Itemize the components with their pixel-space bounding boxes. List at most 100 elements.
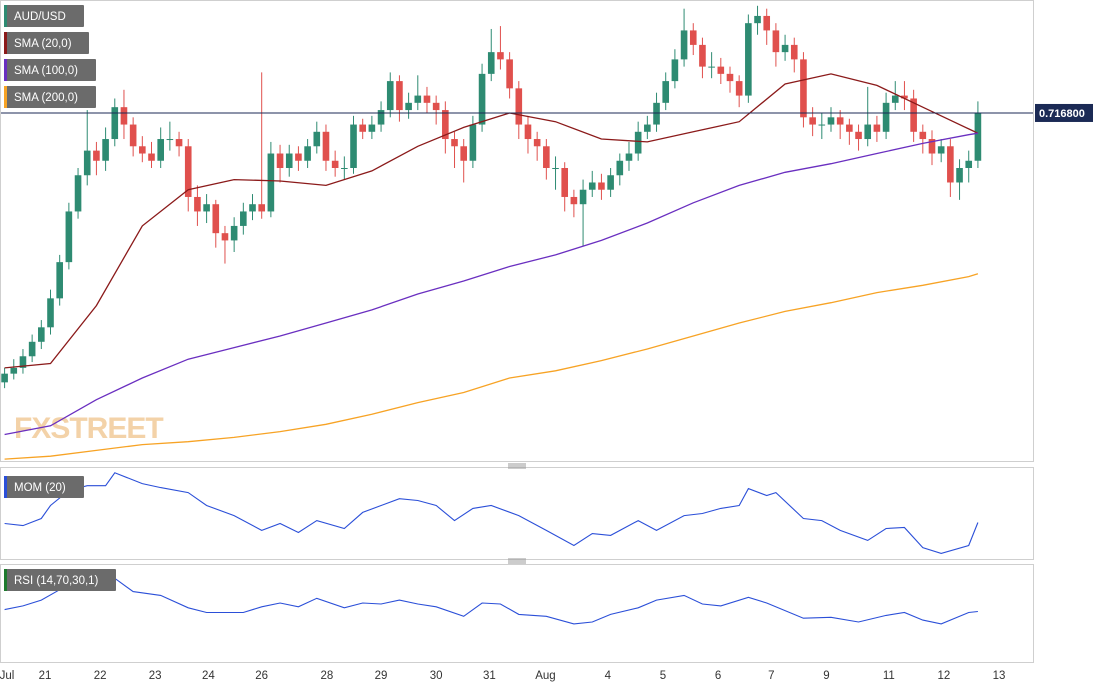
candle-body (873, 124, 881, 132)
legend-swatch (4, 5, 7, 27)
candle-body (634, 131, 642, 154)
x-tick-label: Aug (535, 670, 555, 682)
candle-body (423, 95, 431, 103)
x-tick-label: 6 (715, 670, 721, 682)
candle-body (937, 146, 945, 154)
candle-body (891, 95, 899, 103)
candle-body (267, 153, 275, 212)
candle-body (781, 44, 789, 53)
candle-body (74, 175, 82, 212)
candle-body (726, 73, 734, 82)
x-tick-label: 13 (993, 670, 1006, 682)
candle-body (662, 81, 670, 103)
candle-body (644, 124, 651, 132)
candle-body (533, 139, 541, 147)
candle-body (414, 95, 422, 103)
resize-grip[interactable] (508, 463, 526, 564)
candle-body (93, 150, 100, 161)
candle-body (184, 146, 192, 197)
legend-label: MOM (20) (14, 482, 66, 494)
candle-body (469, 124, 477, 161)
indicator-line (4, 472, 979, 554)
legend-label: SMA (200,0) (14, 92, 78, 104)
x-tick-label: Jul (0, 670, 14, 682)
candle-body (359, 124, 367, 132)
candle-body (56, 262, 63, 299)
legend-label: SMA (20,0) (14, 38, 72, 50)
candle-body (956, 168, 963, 183)
x-tick-label: 7 (768, 670, 774, 682)
candle-body (28, 341, 36, 357)
candle-body (965, 160, 973, 168)
candle-body (194, 196, 201, 212)
last-price-box (1035, 103, 1093, 122)
candle-body (304, 146, 311, 161)
indicator-line (4, 577, 978, 625)
candle-body (671, 59, 679, 82)
candle-body (616, 160, 624, 176)
candle-body (772, 30, 780, 53)
candle-body (175, 139, 183, 147)
legend-swatch (4, 476, 7, 498)
candle-body (882, 102, 890, 132)
candle-body (432, 102, 440, 111)
candle-body (947, 146, 954, 183)
legend-label: AUD/USD (14, 11, 66, 23)
candle-body (230, 225, 238, 241)
x-tick-label: 28 (320, 670, 333, 682)
x-tick-label: 5 (660, 670, 666, 682)
candle-body (221, 233, 229, 241)
candle-body (478, 73, 486, 125)
candle-body (919, 131, 927, 140)
candle-body (19, 356, 27, 368)
x-tick-label: 11 (883, 670, 895, 682)
candle-body (809, 117, 816, 125)
candle-body (203, 204, 210, 212)
candle-body (111, 107, 119, 140)
sma-line (4, 273, 979, 460)
candle-body (827, 117, 835, 125)
x-tick-label: 31 (483, 670, 496, 682)
candle-body (276, 153, 284, 168)
candle-body (47, 298, 54, 328)
candle-body (10, 367, 18, 374)
candle-body (212, 204, 220, 234)
candle-body (368, 124, 376, 132)
candle-body (588, 182, 596, 190)
x-tick-label: 9 (823, 670, 829, 682)
legend-label: SMA (100,0) (14, 65, 78, 77)
candle-body (166, 139, 174, 141)
candle-body (65, 211, 73, 263)
candle-body (901, 95, 908, 99)
candle-body (1, 373, 8, 383)
candle-body (313, 131, 321, 147)
legend-box (4, 476, 84, 498)
candle-body (487, 52, 495, 74)
candle-body (322, 131, 330, 161)
candle-body (285, 153, 293, 168)
candle-body (515, 88, 523, 125)
x-tick-label: 21 (39, 670, 52, 682)
legend-swatch (4, 59, 7, 81)
candle-body (258, 204, 265, 212)
x-tick-label: 29 (375, 670, 388, 682)
legend-box (4, 32, 89, 54)
legend-box (4, 59, 96, 81)
candle-body (442, 110, 449, 140)
candle-body (699, 44, 706, 67)
candle-body (524, 124, 532, 140)
candle-body (653, 102, 660, 125)
candle-body (763, 15, 771, 31)
candle-body (331, 160, 339, 168)
candle-body (570, 196, 578, 205)
candle-body (377, 110, 385, 125)
candle-body (855, 131, 862, 140)
candle-body (864, 124, 872, 140)
candle-body (625, 153, 633, 161)
candle-body (552, 168, 559, 169)
candle-body (708, 66, 715, 68)
candle-body (451, 139, 458, 147)
candle-body (543, 146, 550, 168)
